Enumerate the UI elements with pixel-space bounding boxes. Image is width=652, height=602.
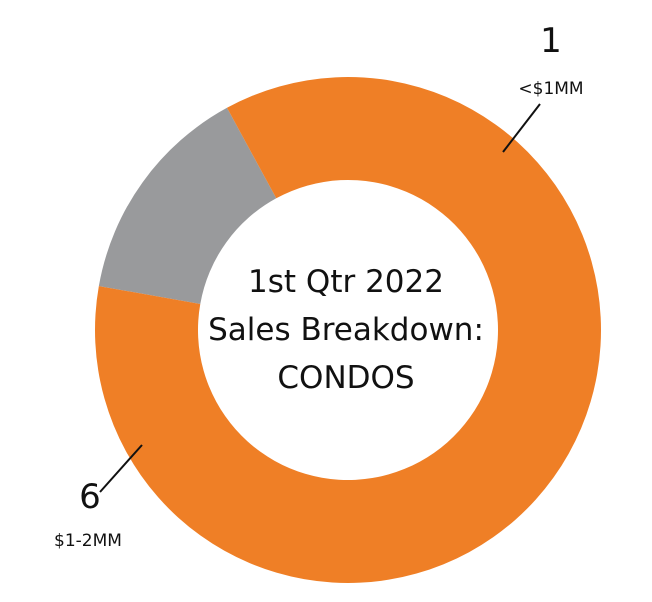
labels-layer: 1 <$1MM 6 $1-2MM <box>54 21 584 551</box>
slice-value-label-2: 6 <box>79 477 101 517</box>
chart-title-line-3: CONDOS <box>277 360 415 396</box>
chart-title-line-2: Sales Breakdown: <box>208 312 484 348</box>
slices-layer <box>94 76 602 584</box>
slice-value-label-1: 1 <box>540 21 562 61</box>
slice-category-label-2: $1-2MM <box>54 531 122 551</box>
chart-title-line-1: 1st Qtr 2022 <box>248 264 444 300</box>
leader-line-1 <box>502 103 541 153</box>
donut-slice-1 <box>98 107 277 304</box>
chart-title: 1st Qtr 2022 Sales Breakdown: CONDOS <box>206 258 486 402</box>
donut-slice-2 <box>94 76 602 584</box>
leader-line-2 <box>99 444 143 493</box>
slice-category-label-1: <$1MM <box>518 79 583 99</box>
